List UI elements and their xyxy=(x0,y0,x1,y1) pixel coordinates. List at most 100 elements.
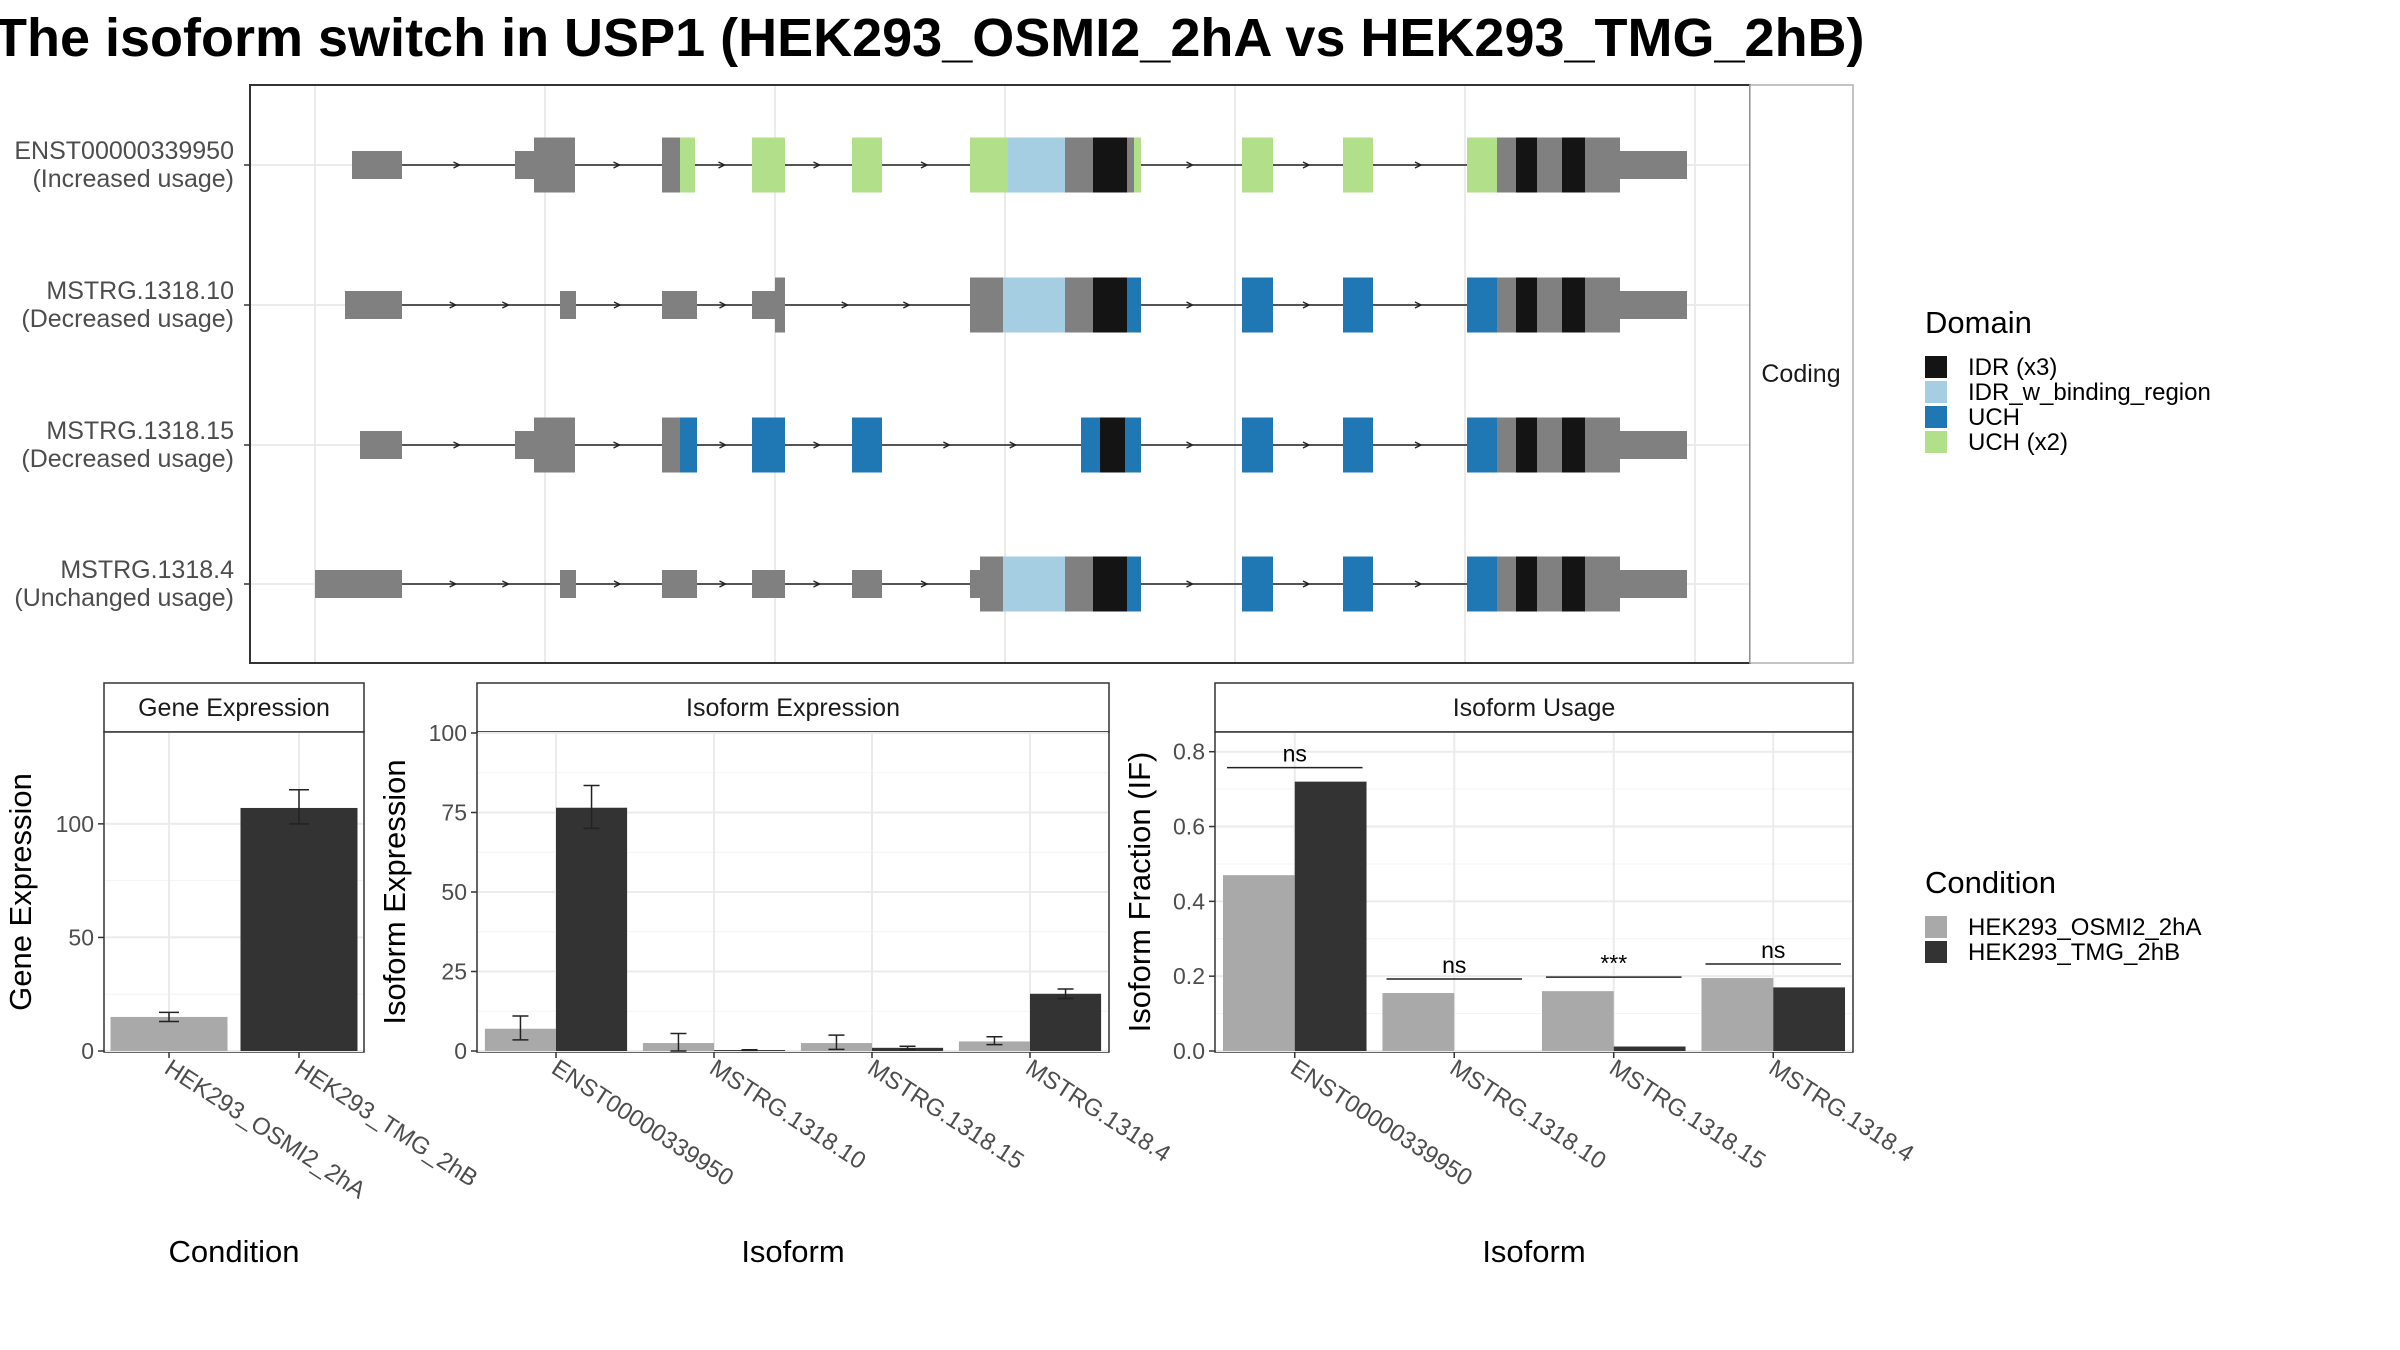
idr-domain xyxy=(1100,417,1125,473)
bar-tmg xyxy=(556,807,628,1051)
utr-block xyxy=(560,291,576,319)
cds-block xyxy=(1497,277,1516,333)
domain-legend-swatch xyxy=(1925,356,1947,378)
y-tick-label: 0 xyxy=(454,1038,467,1064)
uch-domain xyxy=(1242,556,1273,612)
uch-x2-domain xyxy=(752,137,785,193)
x-tick-label: MSTRG.1318.4 xyxy=(1764,1054,1919,1167)
utr-block xyxy=(352,151,402,179)
significance-label: ns xyxy=(1442,952,1466,978)
domain-legend-label: IDR_w_binding_region xyxy=(1968,379,2211,406)
uch-domain xyxy=(680,417,697,473)
significance-label: *** xyxy=(1600,950,1627,976)
utr-block xyxy=(1620,570,1687,598)
intron-arrow xyxy=(1302,580,1311,588)
intron-arrow xyxy=(449,580,458,588)
idr-domain xyxy=(1093,556,1127,612)
gene-expression-title: Gene Expression xyxy=(138,694,330,722)
isoform-expression-strip xyxy=(476,682,1110,733)
uch-domain xyxy=(1242,417,1273,473)
isoform-expression-ylabel: Isoform Expression xyxy=(377,759,412,1024)
uch-domain xyxy=(1343,417,1373,473)
uch-domain xyxy=(1127,277,1141,333)
bar-osmi2 xyxy=(1701,978,1774,1051)
domain-legend-label: UCH xyxy=(1968,404,2020,431)
intron-arrow xyxy=(920,580,929,588)
bar-osmi2 xyxy=(1222,875,1295,1051)
domain-legend: Domain IDR (x3)IDR_w_binding_regionUCHUC… xyxy=(1925,305,2211,456)
cds-block xyxy=(662,137,680,193)
uch-x2-domain xyxy=(1134,137,1141,193)
isoform-usage-label: (Decreased usage) xyxy=(21,445,234,473)
isoform-track xyxy=(352,137,1687,193)
intron-arrow xyxy=(841,301,850,309)
intron-arrow xyxy=(613,301,622,309)
cds-block xyxy=(1537,137,1562,193)
intron-arrow xyxy=(718,161,727,169)
isoform-usage-label: (Decreased usage) xyxy=(21,305,234,333)
uch-x2-domain xyxy=(1467,137,1497,193)
isoform-name-label: MSTRG.1318.4 xyxy=(60,556,234,584)
isoform-name-label: MSTRG.1318.10 xyxy=(46,277,234,305)
idr-domain xyxy=(1562,277,1585,333)
cds-block xyxy=(1497,137,1516,193)
y-tick-label: 0.2 xyxy=(1173,963,1205,989)
condition-legend-label: HEK293_TMG_2hB xyxy=(1968,939,2180,966)
condition-legend-label: HEK293_OSMI2_2hA xyxy=(1968,914,2201,941)
cds-block xyxy=(1065,556,1093,612)
idr-domain xyxy=(1516,137,1537,193)
isoform-usage-xlabel: Isoform xyxy=(1482,1234,1585,1269)
intron-arrow xyxy=(453,441,462,449)
intron-arrow xyxy=(719,580,728,588)
idr-domain xyxy=(1516,417,1537,473)
condition-legend-swatch xyxy=(1925,941,1947,963)
y-tick-label: 75 xyxy=(441,800,467,826)
domain-legend-swatch xyxy=(1925,431,1947,453)
x-tick-label: MSTRG.1318.15 xyxy=(1604,1054,1770,1175)
intron-arrow xyxy=(813,161,822,169)
intron-arrow xyxy=(502,580,510,588)
gene-expression-ylabel: Gene Expression xyxy=(3,773,38,1011)
isoform-usage-title: Isoform Usage xyxy=(1453,694,1616,722)
cds-block xyxy=(775,277,785,333)
gene-expression-strip xyxy=(103,682,365,733)
utr-block xyxy=(970,570,980,598)
intron-arrow xyxy=(613,580,622,588)
utr-block xyxy=(1620,291,1687,319)
cds-block xyxy=(1585,417,1620,473)
cds-block xyxy=(1585,137,1620,193)
x-tick-label: MSTRG.1318.10 xyxy=(705,1054,871,1175)
intron-arrow xyxy=(1186,441,1195,449)
gene-expression-bar xyxy=(110,1016,228,1051)
uch-domain xyxy=(752,417,785,473)
isoform-track xyxy=(315,556,1687,612)
intron-arrow xyxy=(1302,301,1311,309)
y-tick-label: 100 xyxy=(56,811,94,837)
cds-block xyxy=(1497,556,1516,612)
cds-block xyxy=(1585,556,1620,612)
cds-block xyxy=(662,417,680,473)
intron-arrow xyxy=(813,580,822,588)
isoform-usage-strip xyxy=(1214,682,1854,733)
idr-binding-domain xyxy=(1003,277,1065,333)
x-tick-label: MSTRG.1318.10 xyxy=(1445,1054,1611,1175)
structure-facet-label: Coding xyxy=(1761,360,1840,388)
cds-block xyxy=(1537,417,1562,473)
uch-domain xyxy=(852,417,882,473)
intron-arrow xyxy=(903,301,911,309)
intron-arrow xyxy=(1009,441,1018,449)
isoform-expression-xlabel: Isoform xyxy=(741,1234,844,1269)
intron-arrow xyxy=(943,441,951,449)
intron-arrow xyxy=(719,301,728,309)
intron-arrow xyxy=(1186,161,1195,169)
idr-binding-domain xyxy=(1008,137,1065,193)
utr-block xyxy=(752,291,775,319)
intron-arrow xyxy=(502,301,510,309)
utr-block xyxy=(1620,431,1687,459)
isoform-track xyxy=(345,277,1687,333)
isoform-expression-title: Isoform Expression xyxy=(686,694,900,722)
isoform-name-label: ENST00000339950 xyxy=(14,137,234,165)
